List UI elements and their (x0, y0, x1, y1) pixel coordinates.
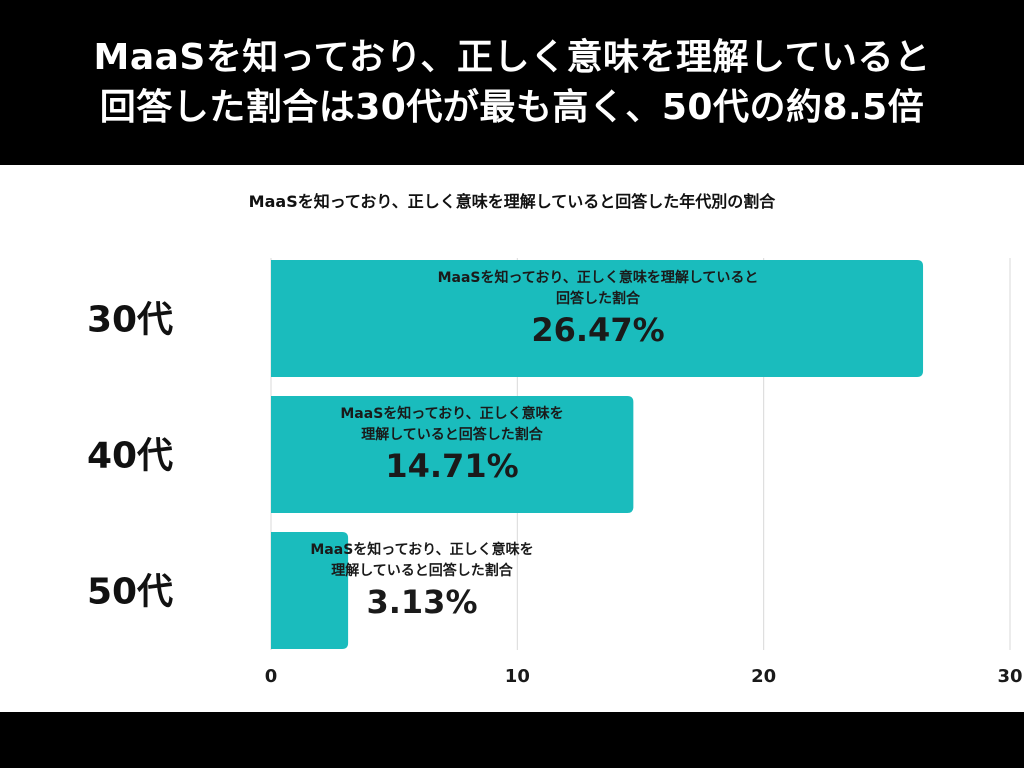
bar-2 (271, 532, 349, 649)
category-label-1: 40代 (87, 436, 173, 477)
x-tick-label-0: 0 (265, 666, 278, 687)
x-tick-label-1: 10 (505, 666, 530, 687)
header-banner: MaaSを知っており、正しく意味を理解していると 回答した割合は30代が最も高く… (0, 0, 1024, 165)
bar-chart: 0 10 20 30 30代 40代 50代 (87, 258, 1023, 687)
bar-0 (271, 260, 924, 377)
x-tick-label-2: 20 (751, 666, 776, 687)
category-label-0: 30代 (87, 300, 173, 341)
headline-line-2: 回答した割合は30代が最も高く、50代の約8.5倍 (99, 86, 925, 128)
footer-bar (0, 712, 1024, 768)
x-tick-label-3: 30 (997, 666, 1022, 687)
chart-title: MaaSを知っており、正しく意味を理解していると回答した年代別の割合 (248, 192, 776, 211)
headline-line-1: MaaSを知っており、正しく意味を理解していると (93, 36, 931, 78)
category-label-2: 50代 (87, 572, 173, 613)
bar-1 (271, 396, 634, 513)
